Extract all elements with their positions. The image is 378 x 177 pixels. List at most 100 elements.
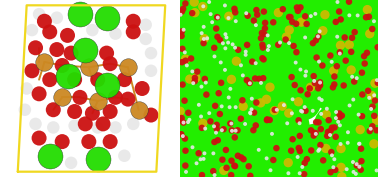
Point xyxy=(247,111,253,114)
Point xyxy=(214,40,220,43)
Point xyxy=(315,149,321,152)
Point xyxy=(201,38,207,40)
Point xyxy=(47,154,53,157)
Point xyxy=(198,115,204,118)
Point xyxy=(270,159,276,161)
Point xyxy=(244,44,250,46)
Point xyxy=(231,7,237,10)
Point xyxy=(332,75,338,78)
Point xyxy=(247,82,253,85)
Point xyxy=(77,96,83,99)
Point xyxy=(315,87,321,90)
Point xyxy=(104,52,110,55)
Point xyxy=(222,33,228,36)
Point xyxy=(371,142,377,145)
Point xyxy=(82,122,88,125)
Point xyxy=(33,122,39,125)
Point xyxy=(318,113,324,115)
Point xyxy=(328,91,335,94)
Point xyxy=(310,109,316,112)
Point xyxy=(210,152,216,155)
Point xyxy=(326,119,332,122)
Point xyxy=(194,35,200,38)
Point xyxy=(280,28,286,31)
Point xyxy=(291,2,297,5)
Point xyxy=(324,134,330,137)
Point xyxy=(265,48,271,51)
Point xyxy=(246,82,253,84)
Point xyxy=(168,153,174,156)
Point xyxy=(367,32,373,35)
Point xyxy=(366,96,372,99)
Point xyxy=(251,111,257,114)
Point xyxy=(306,67,312,70)
Point xyxy=(168,146,174,149)
Point xyxy=(200,5,206,8)
Point xyxy=(284,122,290,125)
Point xyxy=(198,80,204,82)
Point xyxy=(211,125,217,128)
Point xyxy=(345,141,351,144)
Point xyxy=(82,48,88,51)
Point xyxy=(311,131,317,134)
Point xyxy=(244,24,250,27)
Point xyxy=(231,164,237,167)
Point xyxy=(177,110,183,113)
Point xyxy=(316,97,322,100)
Point xyxy=(200,82,206,85)
Point xyxy=(335,1,341,3)
Point xyxy=(296,119,302,122)
Point xyxy=(253,101,259,104)
Point xyxy=(33,46,39,49)
Point xyxy=(302,36,308,39)
Point xyxy=(199,126,205,129)
Point xyxy=(267,119,273,121)
Point xyxy=(297,89,304,92)
Point xyxy=(222,68,228,71)
Point xyxy=(359,93,366,96)
Point xyxy=(210,170,216,173)
Point xyxy=(279,5,285,8)
Point xyxy=(227,87,233,90)
Point xyxy=(148,52,154,55)
Point xyxy=(374,79,378,82)
Point xyxy=(179,47,185,50)
Point xyxy=(249,97,255,100)
Point xyxy=(252,77,258,80)
Point xyxy=(335,121,341,123)
Point xyxy=(275,11,281,14)
Point xyxy=(304,83,310,86)
Point xyxy=(369,28,375,30)
Point xyxy=(337,124,343,127)
Point xyxy=(337,116,343,119)
Point xyxy=(113,126,119,129)
Point xyxy=(357,66,363,69)
Point xyxy=(223,36,229,39)
Point xyxy=(371,94,377,97)
Point xyxy=(121,78,127,81)
Point xyxy=(318,144,324,146)
Point xyxy=(214,16,220,19)
Point xyxy=(286,112,292,115)
Point xyxy=(297,172,303,175)
Point xyxy=(172,16,178,19)
Point xyxy=(358,147,364,150)
Point xyxy=(176,13,182,16)
Point xyxy=(269,132,275,135)
Point xyxy=(342,36,348,39)
Point xyxy=(311,80,317,82)
Point xyxy=(375,46,378,49)
Point xyxy=(228,174,234,176)
Point xyxy=(364,8,370,11)
Point xyxy=(107,110,113,113)
Point xyxy=(201,71,208,74)
Point xyxy=(298,21,304,24)
Point xyxy=(206,147,212,150)
Point xyxy=(336,30,342,33)
Point xyxy=(277,41,283,44)
Point xyxy=(306,28,312,31)
Point xyxy=(214,123,220,126)
Point xyxy=(359,71,365,74)
Point xyxy=(286,42,292,44)
Point xyxy=(287,98,293,101)
